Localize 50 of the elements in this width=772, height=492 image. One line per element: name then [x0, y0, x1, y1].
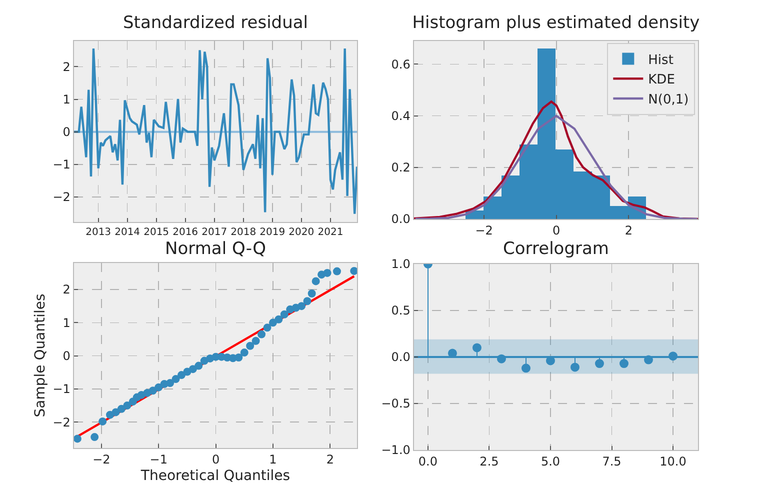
y-tick-label: 1.0 [391, 257, 410, 272]
x-tick-label: 2 [326, 452, 334, 467]
y-tick-label: −1 [52, 382, 70, 396]
legend-label: N(0,1) [648, 92, 689, 108]
y-tick-label: −1.0 [381, 443, 410, 458]
y-tick-label: 1 [62, 92, 70, 106]
chart-title: Standardized residual [123, 12, 308, 33]
y-tick-label: 0.5 [391, 304, 410, 318]
x-tick-label: 2015 [144, 227, 170, 238]
y-tick-label: −2 [52, 190, 70, 204]
y-tick-label: 0 [62, 349, 70, 364]
x-tick-label: 2021 [318, 227, 344, 238]
y-tick-label: 1 [62, 316, 70, 330]
x-tick-label: 0 [552, 224, 560, 238]
y-tick-label: −2 [52, 415, 70, 430]
y-tick-label: 0.0 [391, 350, 410, 364]
x-tick-label: −2 [92, 452, 110, 467]
x-tick-label: 0 [212, 452, 220, 467]
x-axis-title: Theoretical Quantiles [140, 468, 290, 484]
x-tick-label: 2 [624, 224, 632, 238]
x-tick-label: 1 [269, 452, 277, 467]
chart-title: Normal Q-Q [165, 238, 266, 259]
x-tick-label: 2020 [288, 227, 314, 238]
chart-title: Histogram plus estimated density [412, 12, 700, 33]
y-tick-label: 2 [62, 60, 70, 74]
y-tick-label: 0.4 [391, 109, 410, 124]
x-tick-label: −2 [475, 224, 493, 238]
x-tick-label: 2016 [172, 227, 198, 238]
y-tick-label: 0.6 [391, 57, 410, 72]
chart-title: Correlogram [503, 238, 609, 259]
x-tick-label: 5.0 [540, 454, 560, 469]
y-tick-label: −1 [52, 158, 70, 172]
x-tick-label: 2.5 [480, 454, 499, 469]
x-tick-label: −1 [150, 452, 168, 467]
y-axis-title: Sample Quantiles [32, 294, 48, 418]
legend-label: Hist [648, 52, 674, 68]
y-tick-label: 0.0 [391, 212, 410, 226]
x-tick-label: 2019 [260, 227, 286, 238]
y-tick-label: 2 [62, 282, 70, 297]
x-tick-label: 2017 [202, 227, 228, 238]
legend-label: KDE [648, 72, 675, 88]
y-tick-label: 0 [62, 125, 70, 140]
x-tick-label: 2014 [114, 227, 140, 238]
x-tick-label: 2018 [230, 227, 256, 238]
x-tick-label: 0.0 [418, 454, 438, 469]
x-tick-label: 7.5 [602, 454, 622, 469]
x-tick-label: 10.0 [660, 454, 686, 469]
x-tick-label: 2013 [86, 227, 112, 238]
y-tick-label: −0.5 [381, 396, 410, 411]
y-tick-label: 0.2 [391, 160, 410, 175]
